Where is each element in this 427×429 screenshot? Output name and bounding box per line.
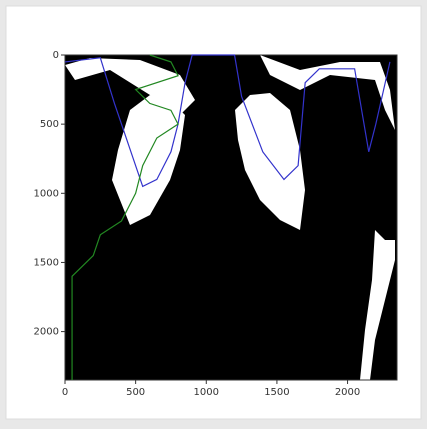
screenshot: 0 500 1000 1500 2000 0 500 1000 1500 2000 <box>0 0 427 425</box>
y-tick-label: 1000 <box>34 188 59 199</box>
x-tick-label: 1500 <box>264 387 289 398</box>
y-tick-label: 0 <box>53 50 59 61</box>
y-tick-label: 500 <box>40 119 59 130</box>
x-tick-label: 2000 <box>335 387 360 398</box>
x-tick-label: 500 <box>126 387 145 398</box>
y-tick-label: 1500 <box>34 257 59 268</box>
x-tick-label: 1000 <box>194 387 219 398</box>
x-tick-label: 0 <box>62 387 68 398</box>
y-tick-label: 2000 <box>34 327 59 338</box>
